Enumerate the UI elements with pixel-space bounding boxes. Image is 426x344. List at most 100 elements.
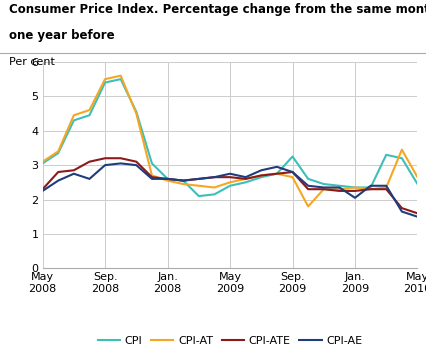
CPI-ATE	[337, 189, 342, 193]
CPI	[181, 179, 186, 183]
CPI-AE	[165, 177, 170, 181]
CPI-AE	[243, 175, 248, 179]
CPI	[40, 161, 45, 165]
CPI-ATE	[415, 211, 420, 215]
CPI-AE	[290, 170, 295, 174]
Line: CPI-AE: CPI-AE	[43, 163, 417, 217]
CPI	[305, 177, 311, 181]
CPI-AE	[337, 185, 342, 190]
CPI-AT	[415, 175, 420, 179]
CPI	[259, 175, 264, 179]
Text: Per cent: Per cent	[9, 57, 55, 67]
CPI	[71, 118, 76, 122]
CPI-AE	[259, 168, 264, 172]
Text: Consumer Price Index. Percentage change from the same month: Consumer Price Index. Percentage change …	[9, 3, 426, 17]
CPI-ATE	[40, 187, 45, 191]
CPI-ATE	[227, 175, 233, 179]
CPI-ATE	[399, 206, 404, 210]
CPI-ATE	[212, 175, 217, 179]
CPI-ATE	[368, 187, 373, 191]
CPI-ATE	[259, 173, 264, 178]
CPI-AT	[305, 204, 311, 208]
CPI	[196, 194, 201, 198]
Legend: CPI, CPI-AT, CPI-ATE, CPI-AE: CPI, CPI-AT, CPI-ATE, CPI-AE	[93, 332, 367, 344]
Line: CPI: CPI	[43, 79, 417, 196]
CPI-AE	[40, 189, 45, 193]
CPI-AT	[259, 173, 264, 178]
CPI	[337, 184, 342, 188]
CPI-AE	[71, 172, 76, 176]
CPI	[56, 151, 61, 155]
CPI	[274, 172, 279, 176]
CPI-AT	[150, 173, 155, 178]
CPI	[212, 192, 217, 196]
CPI-AE	[415, 215, 420, 219]
CPI	[150, 161, 155, 165]
CPI-AT	[227, 180, 233, 184]
CPI-AT	[243, 177, 248, 181]
CPI-AT	[71, 113, 76, 117]
CPI-AE	[87, 177, 92, 181]
CPI-ATE	[134, 160, 139, 164]
CPI-AT	[212, 185, 217, 190]
Line: CPI-AT: CPI-AT	[43, 76, 417, 206]
CPI-AT	[399, 148, 404, 152]
CPI-AE	[56, 179, 61, 183]
CPI-AE	[227, 172, 233, 176]
CPI-AT	[274, 172, 279, 176]
CPI-AE	[212, 175, 217, 179]
CPI	[399, 156, 404, 160]
CPI-AE	[305, 184, 311, 188]
CPI	[165, 177, 170, 181]
CPI-AT	[40, 160, 45, 164]
CPI-ATE	[87, 160, 92, 164]
CPI-AE	[196, 177, 201, 181]
Text: one year before: one year before	[9, 29, 114, 42]
CPI-ATE	[290, 170, 295, 174]
CPI-AE	[118, 161, 123, 165]
CPI-AT	[321, 187, 326, 191]
CPI-AE	[274, 165, 279, 169]
CPI-AE	[134, 163, 139, 167]
CPI-ATE	[305, 187, 311, 191]
CPI-ATE	[321, 187, 326, 191]
CPI	[352, 185, 357, 190]
CPI-AT	[384, 185, 389, 190]
CPI-AE	[384, 184, 389, 188]
CPI-ATE	[56, 170, 61, 174]
CPI-ATE	[165, 177, 170, 181]
CPI-ATE	[181, 179, 186, 183]
CPI-AT	[103, 77, 108, 81]
Line: CPI-ATE: CPI-ATE	[43, 158, 417, 213]
CPI-AT	[134, 111, 139, 116]
CPI-AE	[352, 196, 357, 200]
CPI-ATE	[384, 187, 389, 191]
CPI-AT	[352, 185, 357, 190]
CPI-AT	[181, 182, 186, 186]
CPI	[243, 180, 248, 184]
CPI	[415, 182, 420, 186]
CPI-AE	[103, 163, 108, 167]
CPI-AT	[196, 184, 201, 188]
CPI-ATE	[150, 175, 155, 179]
CPI	[134, 110, 139, 114]
CPI-ATE	[118, 156, 123, 160]
CPI-ATE	[196, 177, 201, 181]
CPI-AT	[290, 175, 295, 179]
CPI	[118, 77, 123, 81]
CPI-ATE	[243, 177, 248, 181]
CPI-ATE	[352, 189, 357, 193]
CPI-ATE	[71, 168, 76, 172]
CPI-AT	[368, 187, 373, 191]
CPI	[384, 153, 389, 157]
CPI-AT	[87, 108, 92, 112]
CPI-ATE	[103, 156, 108, 160]
CPI	[368, 185, 373, 190]
CPI-AE	[321, 185, 326, 190]
CPI	[227, 184, 233, 188]
CPI-AE	[181, 179, 186, 183]
CPI-AT	[337, 187, 342, 191]
CPI-AE	[399, 209, 404, 214]
CPI	[290, 154, 295, 159]
CPI-AT	[118, 74, 123, 78]
